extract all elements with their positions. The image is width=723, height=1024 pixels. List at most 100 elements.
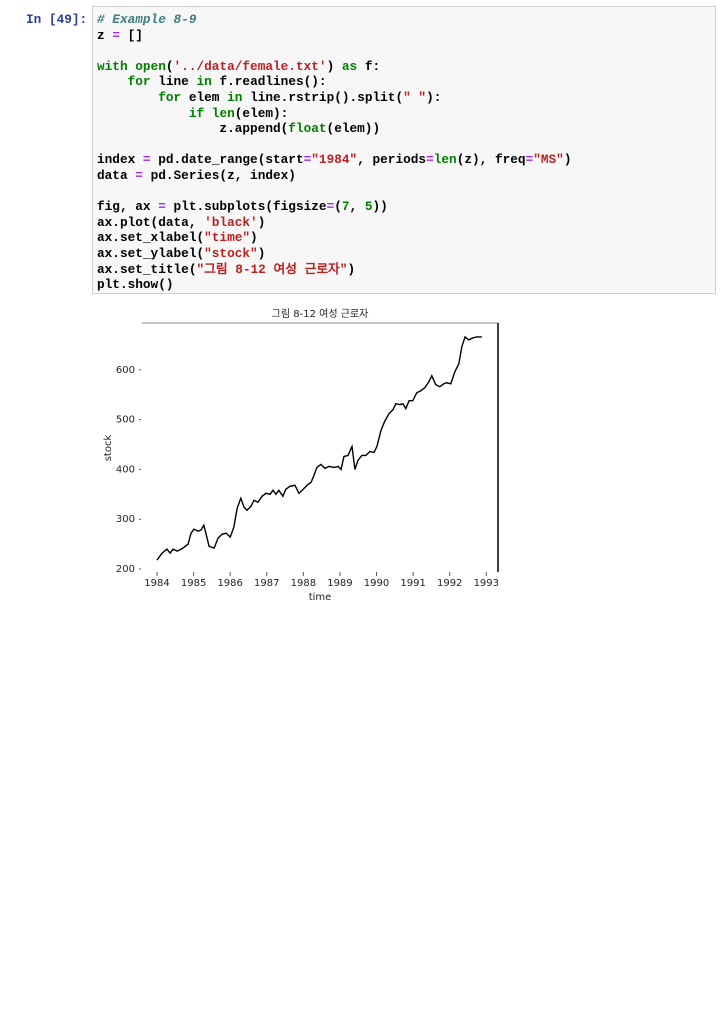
- cell-prompt: In [49]:: [26, 12, 88, 27]
- code-token: z: [97, 27, 113, 43]
- y-tick-label: 600: [116, 365, 135, 376]
- code-token: ax.plot(data,: [97, 214, 205, 230]
- x-tick-label: 1989: [327, 578, 352, 589]
- code-line: z.append(float(elem)): [97, 121, 715, 137]
- code-token: plt.subplots(figsize: [165, 199, 327, 215]
- x-tick-label: 1986: [217, 578, 242, 589]
- code-token: index: [97, 152, 143, 168]
- x-tick-label: 1988: [291, 578, 316, 589]
- code-token: (elem)): [326, 121, 381, 137]
- y-axis-label: stock: [103, 435, 114, 462]
- code-token: ): [257, 245, 266, 261]
- code-token: ,: [349, 199, 365, 215]
- code-token: f:: [357, 58, 381, 74]
- code-token: # Example 8-9: [97, 12, 197, 27]
- y-tick-label: 400: [116, 464, 135, 475]
- code-token: "time": [204, 230, 251, 246]
- code-line: plt.show(): [97, 277, 715, 293]
- code-line: ax.set_ylabel("stock"): [97, 246, 715, 262]
- code-token: ax.set_xlabel(: [97, 230, 205, 246]
- code-token: 7: [341, 199, 350, 215]
- code-line: index = pd.date_range(start="1984", peri…: [97, 152, 715, 168]
- code-token: z.append(: [97, 121, 289, 137]
- code-cell[interactable]: # Example 8-9 z = [] with open('../data/fe…: [92, 6, 716, 294]
- code-token: 5: [364, 199, 373, 215]
- code-token: pd.date_range(start: [150, 152, 304, 168]
- code-line: fig, ax = plt.subplots(figsize=(7, 5)): [97, 199, 715, 215]
- code-token: "그림 8-12 여성 근로자": [196, 261, 348, 277]
- code-token: , periods: [357, 152, 427, 168]
- code-line: for elem in line.rstrip().split(" "):: [97, 90, 715, 106]
- code-token: with: [97, 58, 128, 74]
- x-tick-label: 1992: [437, 578, 462, 589]
- code-line: if len(elem):: [97, 106, 715, 122]
- code-token: ax.set_ylabel(: [97, 245, 205, 261]
- y-tick-label: 300: [116, 514, 135, 525]
- x-tick-label: 1984: [144, 578, 169, 589]
- code-token: =: [112, 27, 120, 43]
- code-token: =: [303, 152, 312, 168]
- x-tick-label: 1987: [254, 578, 279, 589]
- code-token: ): [347, 261, 356, 277]
- code-token: "1984": [311, 152, 358, 168]
- code-line: # Example 8-9: [97, 12, 715, 28]
- code-token: " ": [403, 89, 427, 105]
- code-token: []: [119, 27, 143, 43]
- code-token: data: [97, 167, 136, 183]
- code-token: =: [525, 152, 534, 168]
- code-token: (elem):: [234, 105, 289, 121]
- x-tick-label: 1985: [181, 578, 206, 589]
- code-token: [204, 106, 212, 121]
- code-token: ): [257, 214, 266, 230]
- code-token: f.readlines():: [211, 74, 327, 90]
- code-line: [97, 184, 715, 200]
- code-token: 'black': [204, 214, 258, 230]
- code-token: pd.Series(z, index): [142, 167, 296, 183]
- code-token: =: [158, 199, 166, 215]
- code-token: len: [211, 105, 235, 121]
- y-tick-label: 500: [116, 415, 135, 426]
- code-token: '../data/female.txt': [173, 58, 327, 74]
- code-token: as: [341, 58, 358, 74]
- code-line: for line in f.readlines():: [97, 74, 715, 90]
- code-token: fig, ax: [97, 199, 159, 215]
- code-line: data = pd.Series(z, index): [97, 168, 715, 184]
- code-token: =: [426, 152, 434, 168]
- code-token: line: [150, 74, 197, 90]
- code-token: "stock": [204, 245, 258, 261]
- code-token: [97, 90, 158, 105]
- code-token: ):: [426, 89, 442, 105]
- x-tick-label: 1993: [474, 578, 499, 589]
- code-token: ax.set_title(: [97, 261, 197, 277]
- code-token: float: [288, 121, 327, 137]
- code-token: for: [127, 74, 151, 90]
- y-tick-label: 200: [116, 564, 135, 575]
- code-token: ): [326, 58, 342, 74]
- code-line: [97, 43, 715, 59]
- code-token: elem: [181, 89, 228, 105]
- code-token: line.rstrip().split(: [242, 89, 404, 105]
- code-token: ): [563, 152, 572, 168]
- code-token: len: [433, 152, 457, 168]
- data-line: [156, 335, 482, 561]
- code-line: z = []: [97, 28, 715, 44]
- x-axis-label: time: [309, 592, 332, 603]
- code-token: =: [142, 152, 151, 168]
- code-token: =: [135, 167, 143, 183]
- code-token: =: [326, 199, 335, 215]
- code-line: [97, 137, 715, 153]
- code-token: (: [334, 199, 342, 215]
- code-line: ax.plot(data, 'black'): [97, 215, 715, 231]
- code-line: ax.set_title("그림 8-12 여성 근로자"): [97, 262, 715, 278]
- code-token: )): [372, 199, 388, 215]
- code-token: [97, 74, 128, 89]
- code-token: in: [196, 74, 212, 90]
- code-line: ax.set_xlabel("time"): [97, 230, 715, 246]
- code-token: open: [135, 58, 166, 74]
- code-token: (: [165, 58, 174, 74]
- code-token: [97, 106, 189, 121]
- chart: 그림 8-12 여성 근로자 time stock 200 300 400 500 60…: [103, 308, 499, 603]
- x-tick-label: 1991: [400, 578, 425, 589]
- code-token: in: [227, 89, 243, 105]
